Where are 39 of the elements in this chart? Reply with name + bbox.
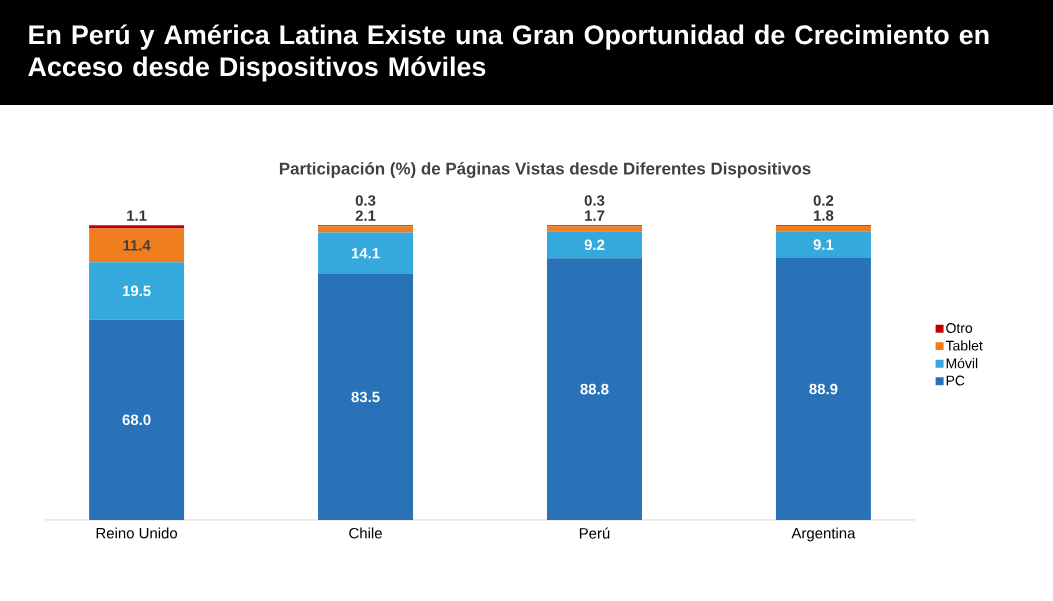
chart-title: En Perú y América Latina Existe una Gran Oportunidad de Crecimiento en Acceso desde Dispositivos Móviles xyxy=(28,24,989,82)
legend-label: Tablet xyxy=(945,340,983,351)
data-label: 0.2 xyxy=(813,195,834,206)
bar xyxy=(89,225,185,229)
data-label: 19.5 xyxy=(122,285,151,297)
bar xyxy=(318,273,414,520)
x-tick-label: Perú xyxy=(579,527,610,539)
bar xyxy=(89,262,185,320)
x-tick-label: Argentina xyxy=(791,527,856,542)
bar xyxy=(89,228,185,263)
data-label: 0.3 xyxy=(355,195,376,206)
x-tick-label: Chile xyxy=(349,527,382,539)
data-label: 1.8 xyxy=(813,210,834,221)
x-tick-label: Reino Unido xyxy=(96,527,178,539)
bar xyxy=(89,319,185,520)
data-label: 1.1 xyxy=(127,210,147,221)
data-label: 9.2 xyxy=(584,239,605,251)
data-label: 68.0 xyxy=(122,414,151,426)
bar xyxy=(546,226,642,232)
data-label: 88.9 xyxy=(809,383,838,395)
bar xyxy=(775,231,871,259)
data-label: 88.8 xyxy=(580,383,609,395)
legend-label: Otro xyxy=(946,323,973,333)
bar xyxy=(318,226,414,233)
data-label: 11.4 xyxy=(123,240,151,251)
bar xyxy=(775,225,871,232)
data-label: 2.1 xyxy=(355,210,376,221)
data-label: 1.7 xyxy=(585,210,605,221)
chart-subtitle: Participación (%) de Páginas Vistas desde Diferentes Dispositivos xyxy=(279,161,811,178)
bar xyxy=(546,258,642,520)
data-label: 9.1 xyxy=(813,239,834,250)
data-label: 14.1 xyxy=(351,248,380,259)
legend-label: Móvil xyxy=(946,357,978,369)
bar xyxy=(546,231,642,259)
bar xyxy=(775,258,871,520)
data-label: 0.3 xyxy=(584,195,605,206)
data-label: 83.5 xyxy=(351,391,380,403)
bar xyxy=(318,232,414,274)
legend-label: PC xyxy=(946,375,965,386)
